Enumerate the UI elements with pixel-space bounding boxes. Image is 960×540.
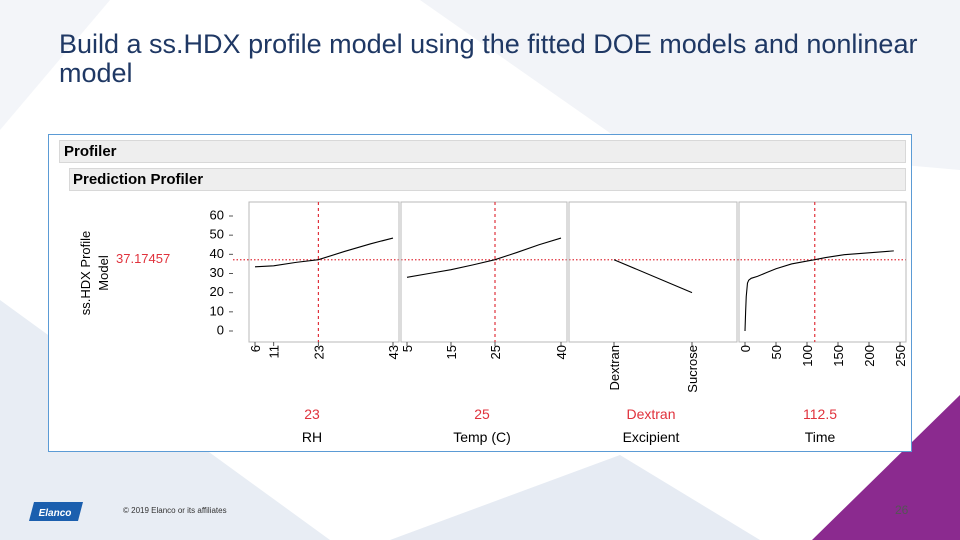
y-tick-label: 50 <box>210 227 224 242</box>
prediction-profiler-header[interactable]: Prediction Profiler <box>69 168 906 191</box>
profile-cell-frame <box>400 201 568 343</box>
x-tick-label: 50 <box>769 345 784 359</box>
x-tick-label: 40 <box>554 345 569 359</box>
x-tick-label: 11 <box>267 345 282 359</box>
copyright-footer: © 2019 Elanco or its affiliates <box>123 506 227 515</box>
y-axis-label: ss.HDX Profile <box>78 231 93 316</box>
profile-curve-rh <box>254 237 394 268</box>
slide-title: Build a ss.HDX profile model using the f… <box>59 29 918 88</box>
x-tick-label: Dextran <box>607 345 622 391</box>
x-tick-label: Sucrose <box>685 345 700 393</box>
y-tick-label: 10 <box>210 303 224 318</box>
y-tick-label: 20 <box>210 284 224 299</box>
profiler-header[interactable]: Profiler <box>59 140 906 163</box>
x-tick-label: 23 <box>311 345 326 359</box>
page-number: 26 <box>895 503 909 517</box>
x-tick-label: 6 <box>248 345 263 352</box>
factor-current-value: Dextran <box>626 406 675 422</box>
x-tick-label: 25 <box>488 345 503 359</box>
profile-cell-frame <box>248 201 400 343</box>
profile-curve-time <box>744 250 894 332</box>
bg-shape-top-right <box>400 0 960 170</box>
x-tick-label: 250 <box>893 345 908 367</box>
profile-cell-frame <box>568 201 738 343</box>
x-tick-label: 100 <box>800 345 815 367</box>
bg-shape-accent-purple <box>812 395 960 540</box>
factor-current-value: 112.5 <box>803 406 837 422</box>
svg-text:Elanco: Elanco <box>39 508 72 519</box>
prediction-profiler-chart: ss.HDX Profile Model 37.174576050403020100… <box>78 201 908 445</box>
factor-name: Excipient <box>623 429 680 445</box>
profiler-panel: Profiler Prediction Profiler ss.HDX Prof… <box>48 134 912 452</box>
factor-name: Time <box>805 429 836 445</box>
factor-current-value: 23 <box>304 406 320 422</box>
x-tick-label: 15 <box>444 345 459 359</box>
x-tick-label: 0 <box>738 345 753 352</box>
y-tick-label: 0 <box>217 322 224 337</box>
profile-cell-frame <box>738 201 907 343</box>
x-tick-label: 150 <box>831 345 846 367</box>
factor-name: RH <box>302 429 322 445</box>
x-tick-label: 5 <box>400 345 415 352</box>
y-tick-label: 30 <box>210 265 224 280</box>
y-axis-label-line2: Model <box>96 255 111 291</box>
y-tick-label: 40 <box>210 246 224 261</box>
factor-current-value: 25 <box>474 406 490 422</box>
bg-shape-bottom-mid <box>390 455 760 540</box>
profile-curve-temp-c- <box>406 237 562 278</box>
profile-curve-excipient <box>613 259 693 294</box>
factor-name: Temp (C) <box>453 429 511 445</box>
x-tick-label: 200 <box>862 345 877 367</box>
x-tick-label: 43 <box>386 345 401 359</box>
elanco-logo: Elanco <box>29 502 83 521</box>
bg-shape-top-left <box>0 0 110 130</box>
y-current-value: 37.17457 <box>116 251 170 266</box>
y-tick-label: 60 <box>210 207 224 222</box>
